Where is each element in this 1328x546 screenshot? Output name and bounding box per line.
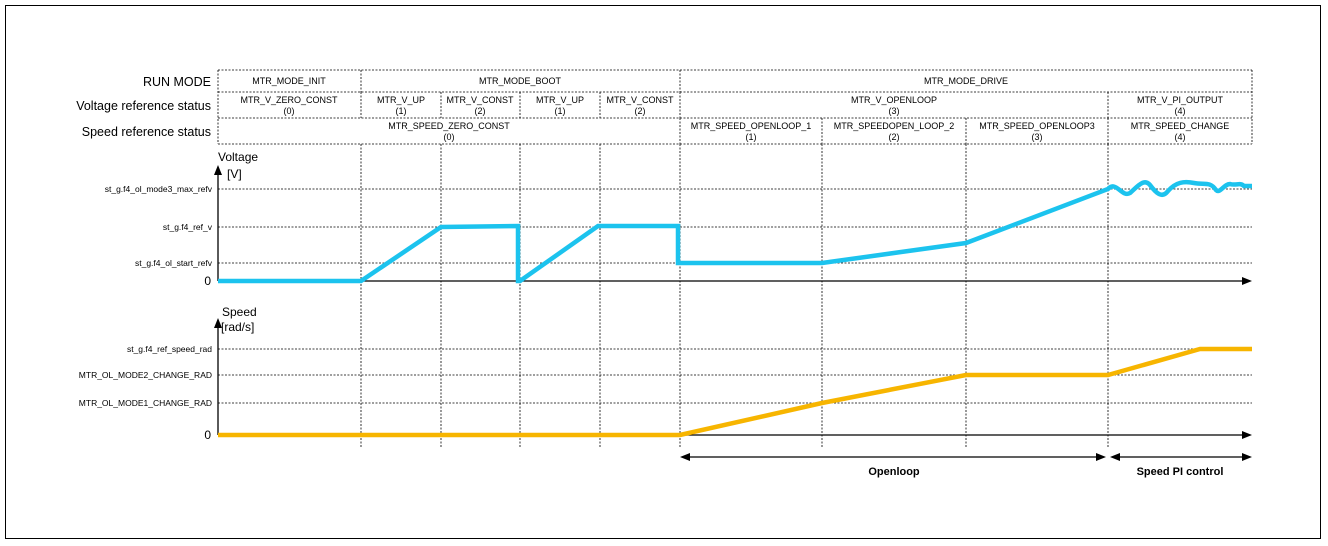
openloop-label: Openloop [868,466,920,478]
speed-zero-label: 0 [204,428,211,442]
v-status-name: MTR_V_OPENLOOP [851,95,937,105]
speed-level-label: st_g.f4_ref_speed_rad [127,344,212,354]
openloop-arrow-right [1096,453,1106,461]
s-status-code: (3) [1032,132,1043,142]
s-status-code: (4) [1175,132,1186,142]
speed-status-label: Speed reference status [82,125,211,139]
s-status-name: MTR_SPEED_OPENLOOP3 [979,121,1095,131]
v-status-code: (2) [635,106,646,116]
v-status-code: (3) [889,106,900,116]
v-status-code: (4) [1175,106,1186,116]
voltage-trace [218,179,1252,284]
v-status-name: MTR_V_ZERO_CONST [240,95,338,105]
speed-trace [218,346,1252,438]
run-mode-boot: MTR_MODE_BOOT [479,76,562,86]
voltage-y-arrow [214,165,222,175]
speed-y-arrow [214,318,222,328]
speed-axis-title: Speed [222,305,257,319]
speed-pi-label: Speed PI control [1137,466,1224,478]
v-status-name: MTR_V_CONST [446,95,514,105]
s-status-name: MTR_SPEEDOPEN_LOOP_2 [834,121,955,131]
speed-axis-unit: [rad/s] [221,320,254,334]
voltage-plot: Voltage [V] st_g.f4_ol_mode3_max_refv st… [105,150,1252,288]
voltage-status-label: Voltage reference status [76,99,211,113]
v-status-name: MTR_V_CONST [606,95,674,105]
v-status-name: MTR_V_PI_OUTPUT [1137,95,1224,105]
v-status-code: (2) [475,106,486,116]
voltage-axis-unit: [V] [227,167,242,181]
v-status-code: (1) [555,106,566,116]
run-mode-label: RUN MODE [143,75,211,89]
v-status-name: MTR_V_UP [377,95,425,105]
speed-pi-arrow-right [1242,453,1252,461]
speed-plot: Speed [rad/s] st_g.f4_ref_speed_rad MTR_… [79,305,1252,442]
diagram-frame [5,5,1321,539]
voltage-x-arrow [1242,277,1252,285]
v-status-name: MTR_V_UP [536,95,584,105]
run-mode-drive: MTR_MODE_DRIVE [924,76,1008,86]
s-status-code: (0) [444,132,455,142]
s-status-code: (1) [746,132,757,142]
voltage-zero-label: 0 [204,274,211,288]
voltage-level-label: st_g.f4_ref_v [163,222,213,232]
openloop-arrow-left [680,453,690,461]
voltage-level-label: st_g.f4_ol_mode3_max_refv [105,184,213,194]
s-status-name: MTR_SPEED_OPENLOOP_1 [691,121,812,131]
speed-level-label: MTR_OL_MODE1_CHANGE_RAD [79,398,212,408]
speed-pi-arrow-left [1110,453,1120,461]
s-status-name: MTR_SPEED_ZERO_CONST [388,121,510,131]
voltage-axis-title: Voltage [218,150,258,164]
v-status-code: (1) [396,106,407,116]
speed-level-label: MTR_OL_MODE2_CHANGE_RAD [79,370,212,380]
control-bands: Openloop Speed PI control [680,453,1252,478]
s-status-name: MTR_SPEED_CHANGE [1131,121,1230,131]
speed-x-arrow [1242,431,1252,439]
v-status-code: (0) [284,106,295,116]
run-mode-init: MTR_MODE_INIT [252,76,326,86]
header-table [217,69,1253,145]
s-status-code: (2) [889,132,900,142]
voltage-level-label: st_g.f4_ol_start_refv [135,258,213,268]
phase-dividers [360,144,1109,448]
